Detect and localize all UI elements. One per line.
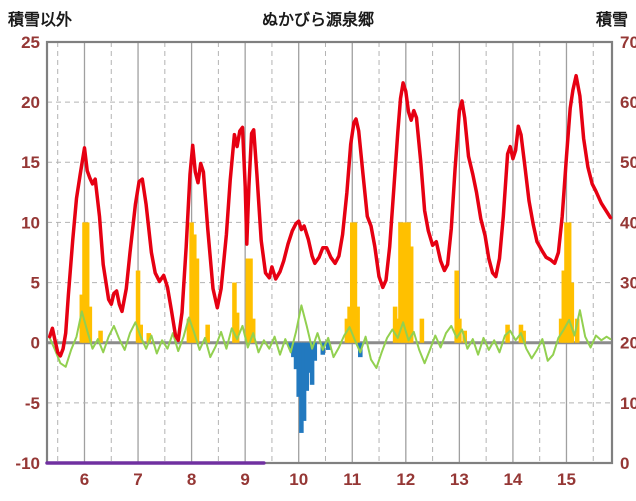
left-axis-tick-labels: 25 20 15 10 5 0 -5 -10 xyxy=(15,33,40,473)
temperature-red-line xyxy=(47,73,613,358)
svg-text:30: 30 xyxy=(620,274,636,293)
svg-text:25: 25 xyxy=(21,33,40,52)
left-axis-title: 積雪以外 xyxy=(8,12,73,29)
svg-text:40: 40 xyxy=(620,213,636,232)
svg-text:10: 10 xyxy=(289,470,308,489)
svg-text:13: 13 xyxy=(450,470,469,489)
svg-text:7: 7 xyxy=(133,470,142,489)
svg-text:0: 0 xyxy=(620,454,629,473)
right-axis-tick-labels: 70 60 50 40 30 20 10 0 xyxy=(620,33,636,473)
right-axis-title: 積雪 xyxy=(595,12,628,29)
svg-text:20: 20 xyxy=(620,334,636,353)
svg-text:50: 50 xyxy=(620,153,636,172)
svg-text:70: 70 xyxy=(620,33,636,52)
x-axis-tick-labels: 6 7 8 9 10 11 12 13 14 15 xyxy=(80,470,576,489)
green-variation-line xyxy=(48,304,612,369)
svg-text:-10: -10 xyxy=(15,454,40,473)
chart-title: ぬかびら源泉郷 xyxy=(261,12,374,29)
svg-text:5: 5 xyxy=(31,274,40,293)
grid-horizontal xyxy=(47,101,612,404)
svg-text:-5: -5 xyxy=(25,394,40,413)
svg-text:8: 8 xyxy=(187,470,196,489)
svg-text:60: 60 xyxy=(620,93,636,112)
svg-text:9: 9 xyxy=(240,470,249,489)
svg-text:20: 20 xyxy=(21,93,40,112)
plot-border xyxy=(45,40,614,465)
svg-text:12: 12 xyxy=(396,470,415,489)
svg-text:15: 15 xyxy=(21,153,40,172)
svg-text:6: 6 xyxy=(80,470,89,489)
svg-text:10: 10 xyxy=(21,213,40,232)
svg-text:0: 0 xyxy=(31,334,40,353)
svg-text:10: 10 xyxy=(620,394,636,413)
svg-text:15: 15 xyxy=(557,470,576,489)
svg-text:14: 14 xyxy=(503,470,522,489)
svg-text:11: 11 xyxy=(343,470,361,489)
